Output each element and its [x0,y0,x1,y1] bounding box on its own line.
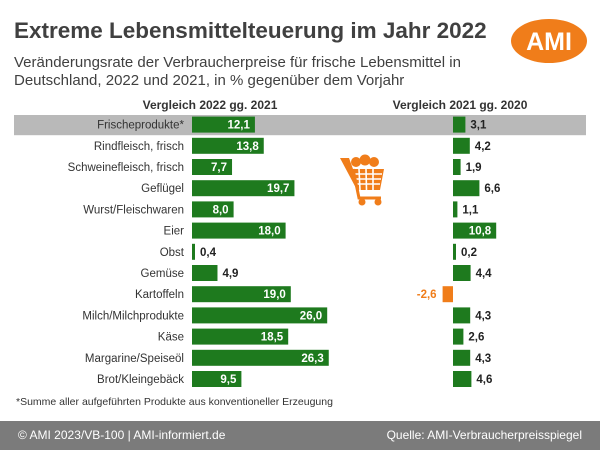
bars-2021: 3,1 4,2 1,96,6 1,1 10,8 0,2 4,4 -2,6 4,3 2,6 4,3 4,… [417,116,500,387]
bar-2022-obst [192,243,195,260]
value-label-2021-wurst-fleischwaren: 1,1 [462,204,479,216]
chart-title: Extreme Lebensmittelteuerung im Jahr 202… [14,18,487,43]
bar-2021-gem-se [453,265,471,281]
category-label-frischeprodukte: Frischeprodukte* [97,120,184,132]
bar-2021-schweinefleisch-frisch [453,159,461,175]
bar-2021-kartoffeln [442,286,453,303]
value-label-2021-milch-milchprodukte: 4,3 [475,310,491,322]
footnote: *Summe aller aufgeführten Produkte aus k… [16,396,333,408]
value-label-2022-frischeprodukte: 12,1 [228,120,251,132]
value-label-2022-margarine-speise-l: 26,3 [301,353,323,365]
category-label-milch-milchprodukte: Milch/Milchprodukte [82,310,184,322]
category-labels: Frischeprodukte* Rindfleisch, frisch Schwe… [68,120,185,386]
bar-2021-eier [453,222,497,239]
value-label-2022-obst: 0,4 [200,247,217,259]
value-label-2021-frischeprodukte: 3,1 [470,120,487,132]
ami-logo: AMI [511,19,587,63]
panel-title-2021: Vergleich 2021 gg. 2020 [393,98,528,112]
bar-2022-eier [192,222,286,239]
bar-2021-milch-milchprodukte [453,307,471,324]
category-label-rindfleisch-frisch: Rindfleisch, frisch [94,141,184,153]
value-label-2021-margarine-speise-l: 4,3 [475,353,491,365]
category-label-schweinefleisch-frisch: Schweinefleisch, frisch [68,162,184,174]
value-label-2021-gefl-gel: 6,6 [484,183,500,195]
shopping-cart-icon [340,154,384,206]
value-label-2021-eier: 10,8 [469,226,492,238]
value-label-2022-k-se: 18,5 [261,332,284,344]
value-label-2022-brot-kleingeb-ck: 9,5 [220,374,237,386]
category-label-eier: Eier [164,226,185,238]
bar-2022-k-se [192,328,289,345]
bar-2021-margarine-speise-l [453,349,471,366]
bar-2022-kartoffeln [192,286,291,303]
category-label-obst: Obst [160,247,185,259]
value-label-2022-milch-milchprodukte: 26,0 [300,310,322,322]
value-label-2021-brot-kleingeb-ck: 4,6 [476,374,492,386]
bar-2022-rindfleisch-frisch [192,137,264,154]
panel-title-2022: Vergleich 2022 gg. 2021 [143,98,278,112]
chart-subtitle: Veränderungsrate der Verbraucherpreise f… [14,54,461,89]
bar-2021-rindfleisch-frisch [453,137,470,154]
footer-copyright[interactable]: © AMI 2023/VB-100 | AMI-informiert.de [18,428,226,442]
footer-bar: © AMI 2023/VB-100 | AMI-informiert.de Qu… [0,421,600,450]
bar-2021-frischeprodukte [453,116,466,133]
bar-2022-schweinefleisch-frisch [192,159,233,175]
logo-text: AMI [526,28,572,56]
value-label-2022-wurst-fleischwaren: 8,0 [213,204,229,216]
category-label-gefl-gel: Geflügel [141,183,184,195]
bar-2021-k-se [453,328,464,345]
value-label-2022-rindfleisch-frisch: 13,8 [236,141,259,153]
bar-2022-brot-kleingeb-ck [192,371,242,387]
bar-2022-margarine-speise-l [192,349,329,366]
value-label-2022-gem-se: 4,9 [222,268,238,280]
highlight-row-frischeprodukte [14,115,586,136]
bar-2021-brot-kleingeb-ck [453,371,472,387]
bar-2021-gefl-gel [453,180,480,197]
category-label-margarine-speise-l: Margarine/Speiseöl [85,353,184,365]
bar-2022-milch-milchprodukte [192,307,328,324]
bars-2022: 12,1 13,8 7,7 19,7 8,0 18,0 0,4 4,9 19,0 26,0 18,5… [192,116,329,387]
bar-2022-frischeprodukte [192,116,255,133]
value-label-2021-rindfleisch-frisch: 4,2 [475,141,491,153]
footer-source: Quelle: AMI-Verbraucherpreisspiegel [386,428,582,442]
highlight-layer [14,115,586,136]
value-label-2022-gefl-gel: 19,7 [267,183,289,195]
value-label-2022-eier: 18,0 [258,226,280,238]
bar-2022-gefl-gel [192,180,295,197]
bar-2021-wurst-fleischwaren [453,201,458,218]
category-label-kartoffeln: Kartoffeln [135,289,184,301]
value-label-2021-gem-se: 4,4 [476,268,493,280]
category-label-gem-se: Gemüse [141,268,184,280]
category-label-brot-kleingeb-ck: Brot/Kleingebäck [97,374,184,386]
bar-2021-obst [453,243,456,260]
bar-2022-wurst-fleischwaren [192,201,234,218]
category-label-k-se: Käse [158,332,184,344]
value-label-2022-schweinefleisch-frisch: 7,7 [211,162,227,174]
chart-area: Vergleich 2022 gg. 2021 Vergleich 2021 g… [14,98,586,387]
value-label-2021-kartoffeln: -2,6 [417,289,437,301]
panel-titles: Vergleich 2022 gg. 2021 Vergleich 2021 g… [143,98,528,112]
value-label-2021-schweinefleisch-frisch: 1,9 [466,162,482,174]
value-label-2021-obst: 0,2 [461,247,477,259]
logo-ellipse [511,19,587,63]
bar-2022-gem-se [192,265,218,281]
category-label-wurst-fleischwaren: Wurst/Fleischwaren [83,204,184,216]
value-label-2021-k-se: 2,6 [468,332,484,344]
value-label-2022-kartoffeln: 19,0 [263,289,285,301]
